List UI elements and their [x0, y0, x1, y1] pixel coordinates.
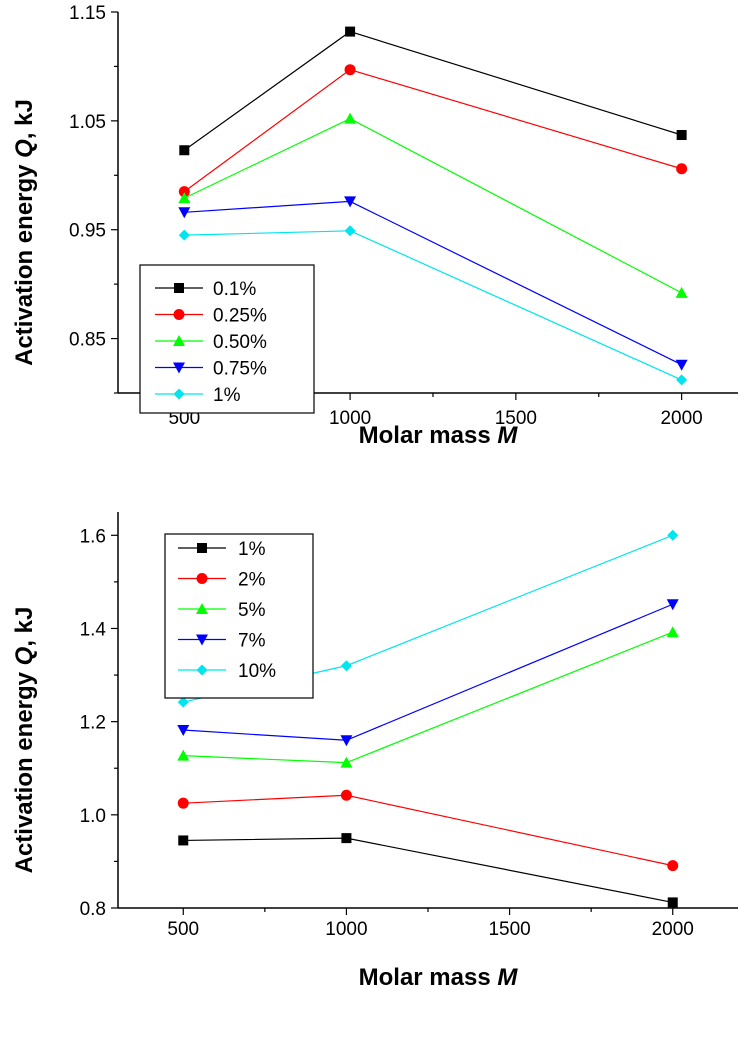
top-series-5-point: [344, 225, 356, 237]
bottom-series-3-point: [177, 749, 190, 761]
bottom-y-tick-label: 1.4: [80, 619, 107, 640]
bottom-legend-marker: [196, 634, 208, 646]
bottom-y-axis-title: Activation energy Q, kJ: [11, 607, 38, 874]
bottom-legend-marker: [196, 664, 208, 676]
bottom-y-tick-label: 0.8: [80, 899, 106, 920]
top-legend-marker: [173, 309, 185, 320]
bottom-series-4-point: [340, 735, 353, 747]
top-legend-label: 1%: [213, 385, 241, 406]
top-series-2-point: [344, 64, 356, 76]
top-series-4-point: [178, 207, 191, 219]
top-series-4-point: [344, 196, 357, 208]
top-series-4-point: [675, 359, 688, 371]
bottom-legend-label: 5%: [238, 600, 266, 621]
top-y-axis-title: Activation energy Q, kJ: [11, 99, 38, 366]
top-series-1-point: [676, 130, 687, 141]
bottom-legend-label: 7%: [238, 631, 266, 652]
top-series-3-point: [344, 112, 357, 124]
top-legend: [139, 264, 315, 414]
top-x-tick-label: 1500: [495, 408, 537, 429]
bottom-series-3-point: [666, 626, 679, 638]
bottom-x-tick-label: 1000: [325, 919, 367, 940]
chart-bottom: 0.8 1.0 1.2 1.4 1.6 500 1000 1500 2000 Molar mass…: [11, 512, 738, 991]
top-legend-marker: [173, 388, 185, 400]
bottom-x-tick-label: 500: [167, 919, 199, 940]
bottom-legend-marker: [196, 573, 208, 584]
top-series-3-point: [178, 192, 191, 204]
bottom-x-axis-title: Molar mass M: [359, 964, 519, 991]
bottom-series-5-point: [177, 696, 189, 708]
top-series-line-2: [183, 69, 682, 193]
top-series-1-point: [179, 145, 190, 156]
top-legend-marker: [173, 335, 185, 346]
top-series-line-1: [183, 30, 682, 151]
top-legend-label: 0.50%: [213, 332, 267, 353]
bottom-series-1-point: [341, 833, 352, 844]
top-series-5-point: [676, 374, 688, 386]
bottom-legend: [164, 533, 314, 699]
bottom-series-5-point: [340, 660, 352, 672]
top-legend-label: 0.75%: [213, 359, 267, 380]
top-y-tick-label: 0.95: [69, 221, 106, 242]
bottom-series-line-2: [183, 794, 673, 867]
bottom-legend-label: 10%: [238, 661, 276, 682]
bottom-series-line-1: [183, 837, 673, 903]
top-x-tick-label: 2000: [660, 408, 702, 429]
top-x-axis-title: Molar mass M: [359, 422, 519, 449]
bottom-legend-label: 2%: [238, 570, 266, 591]
top-series-2-point: [676, 163, 688, 175]
top-y-tick-label: 1.15: [69, 3, 106, 24]
bottom-series-5-point: [667, 529, 679, 541]
bottom-series-3-point: [340, 756, 353, 768]
bottom-series-2-point: [177, 797, 189, 809]
top-legend-marker: [174, 283, 184, 293]
bottom-series-4-point: [666, 599, 679, 611]
top-legend-label: 0.1%: [213, 279, 256, 300]
bottom-legend-label: 1%: [238, 539, 266, 560]
top-x-tick-label: 1000: [329, 408, 371, 429]
bottom-legend-marker: [196, 603, 208, 614]
top-series-3-point: [675, 286, 688, 298]
bottom-series-2-point: [340, 789, 352, 801]
top-y-tick-label: 0.85: [69, 330, 106, 351]
bottom-x-tick-label: 2000: [652, 919, 694, 940]
top-series-1-point: [345, 26, 356, 37]
bottom-series-1-point: [667, 897, 678, 908]
bottom-y-tick-label: 1.6: [80, 526, 106, 547]
top-y-tick-label: 1.05: [69, 112, 106, 133]
bottom-series-2-point: [667, 860, 679, 872]
top-legend-label: 0.25%: [213, 306, 267, 327]
bottom-series-1-point: [178, 835, 189, 846]
bottom-series-4-point: [177, 725, 190, 737]
top-legend-marker: [173, 362, 185, 374]
bottom-legend-marker: [197, 543, 207, 553]
bottom-y-tick-label: 1.0: [80, 806, 106, 827]
bottom-y-tick-label: 1.2: [80, 713, 106, 734]
top-series-5-point: [178, 229, 190, 241]
top-series-2-point: [178, 186, 190, 198]
bottom-x-tick-label: 1500: [488, 919, 530, 940]
